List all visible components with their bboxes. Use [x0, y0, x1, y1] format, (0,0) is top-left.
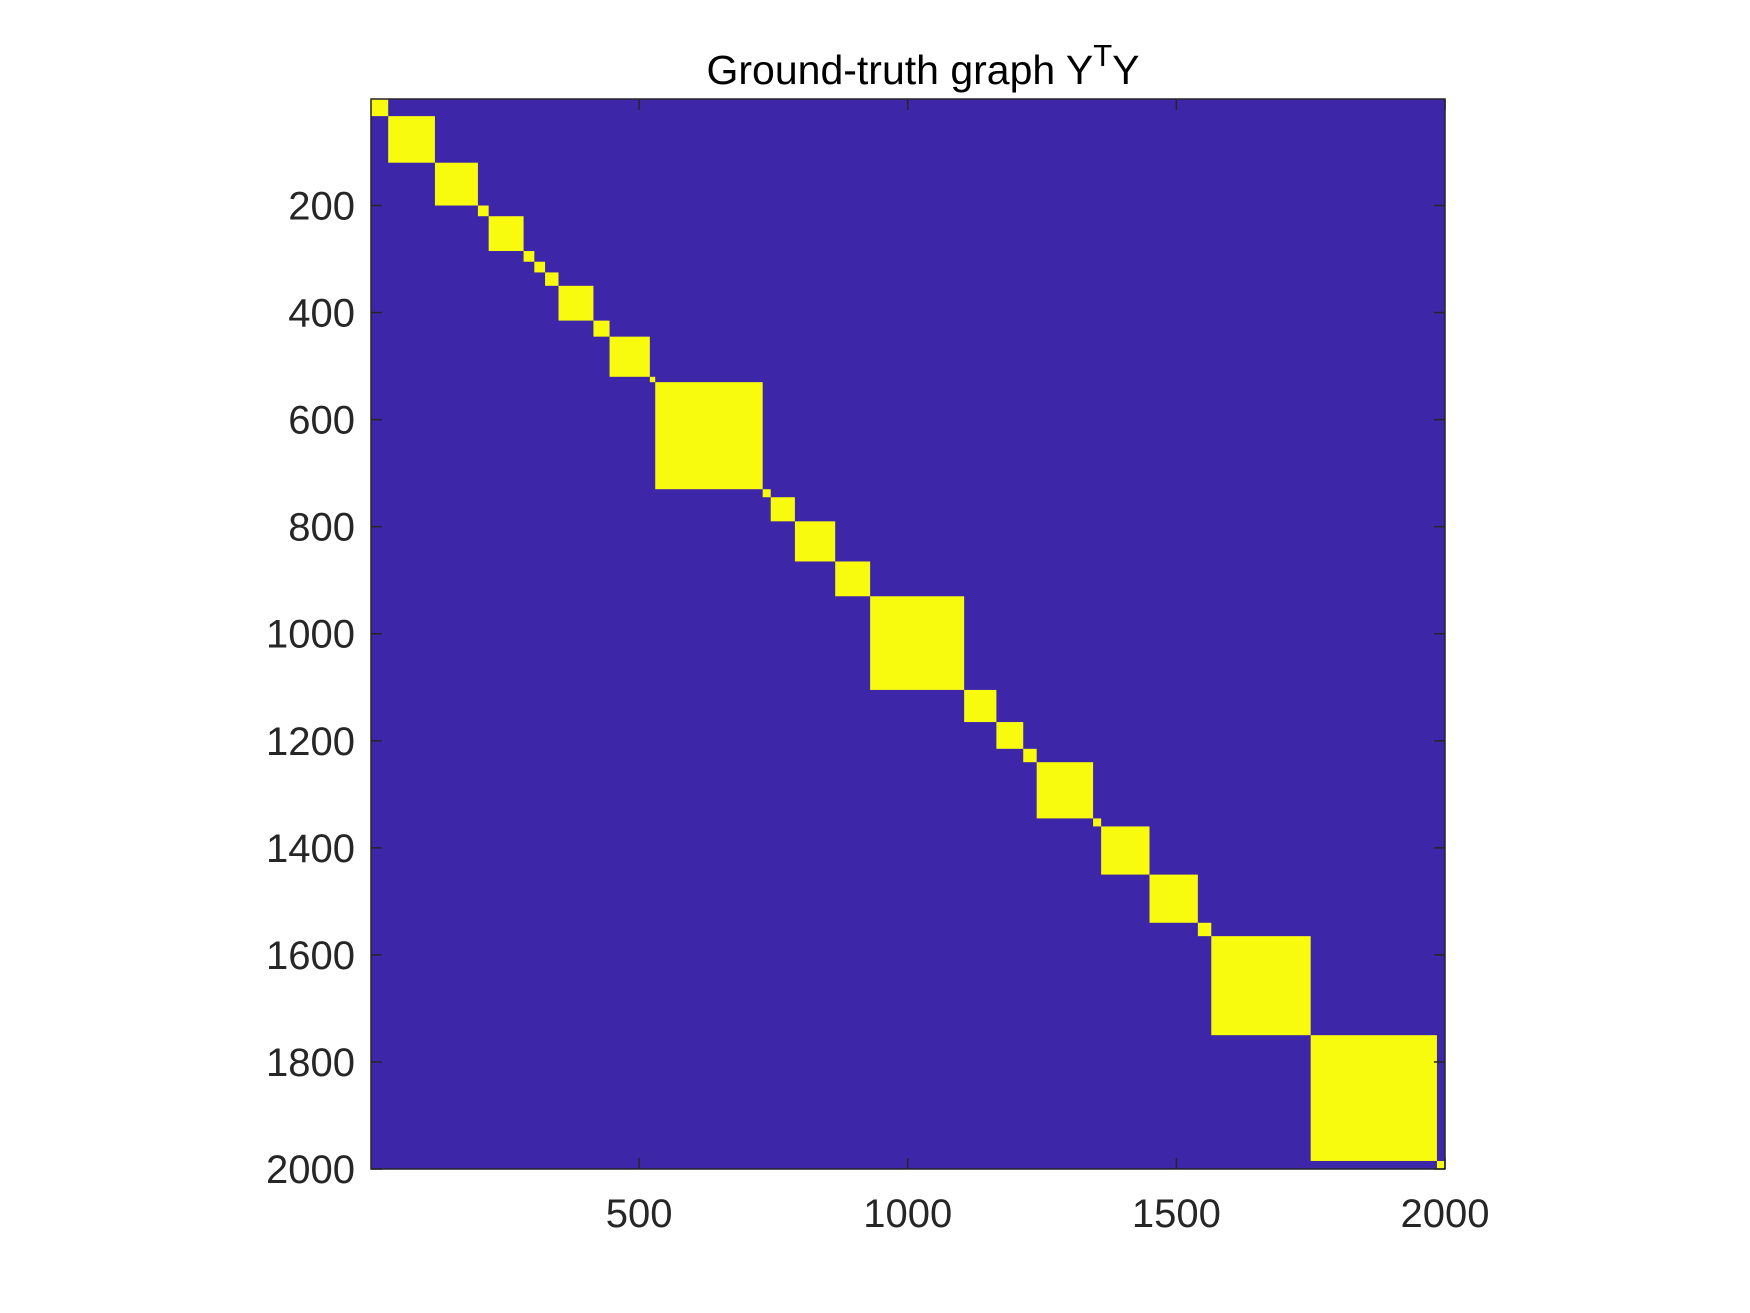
chart-title: Ground-truth graph YTY	[707, 38, 1140, 93]
diagonal-block-16	[794, 521, 836, 562]
y-axis: 200 400 600 800 1000 1200 1400 1600 1800 2000	[266, 185, 1445, 1192]
diagonal-block-13	[655, 382, 763, 490]
diagonal-block-5	[488, 216, 524, 252]
x-axis: 500 1000 1500 2000	[606, 99, 1490, 1236]
y-tick-label-1800: 1800	[266, 1041, 355, 1085]
diagonal-block-29	[1436, 1160, 1445, 1169]
x-tick-label-2000: 2000	[1401, 1192, 1490, 1236]
diagonal-block-9	[558, 285, 594, 321]
diagonal-blocks	[371, 99, 1445, 1169]
diagonal-block-1	[371, 99, 389, 117]
y-tick-label-1400: 1400	[266, 827, 355, 871]
title-main: Ground-truth graph Y	[707, 47, 1094, 93]
diagonal-block-2	[388, 116, 435, 163]
diagonal-block-4	[477, 205, 489, 217]
diagonal-block-3	[434, 162, 478, 206]
x-tick-label-1000: 1000	[863, 1192, 952, 1236]
diagonal-block-14	[762, 489, 771, 498]
diagonal-block-28	[1310, 1035, 1437, 1161]
diagonal-block-20	[996, 722, 1024, 749]
y-tick-label-400: 400	[288, 292, 355, 336]
diagonal-block-6	[523, 251, 535, 262]
title-superscript: T	[1093, 38, 1112, 73]
diagonal-block-18	[870, 596, 965, 690]
y-tick-label-800: 800	[288, 506, 355, 550]
diagonal-block-24	[1101, 826, 1150, 875]
x-tick-label-1500: 1500	[1132, 1192, 1221, 1236]
diagonal-block-17	[835, 561, 871, 597]
diagonal-block-7	[534, 261, 546, 273]
x-tick-label-500: 500	[606, 1192, 673, 1236]
diagonal-block-15	[770, 497, 795, 522]
diagonal-block-10	[593, 320, 610, 337]
y-tick-label-1600: 1600	[266, 934, 355, 978]
diagonal-block-21	[1023, 748, 1037, 763]
diagonal-block-12	[649, 376, 656, 383]
diagonal-block-25	[1149, 874, 1198, 923]
y-tick-label-1200: 1200	[266, 720, 355, 764]
y-tick-label-1000: 1000	[266, 613, 355, 657]
diagonal-block-27	[1211, 936, 1311, 1036]
y-tick-label-200: 200	[288, 185, 355, 229]
diagonal-block-23	[1093, 818, 1102, 827]
diagonal-block-26	[1197, 922, 1212, 937]
diagonal-block-19	[964, 689, 997, 723]
diagonal-block-22	[1036, 762, 1094, 819]
diagonal-block-8	[545, 272, 559, 286]
title-suffix: Y	[1112, 47, 1139, 93]
diagonal-block-11	[609, 336, 650, 377]
y-tick-label-2000: 2000	[266, 1148, 355, 1192]
y-tick-label-600: 600	[288, 399, 355, 443]
plot-area	[370, 98, 1446, 1170]
